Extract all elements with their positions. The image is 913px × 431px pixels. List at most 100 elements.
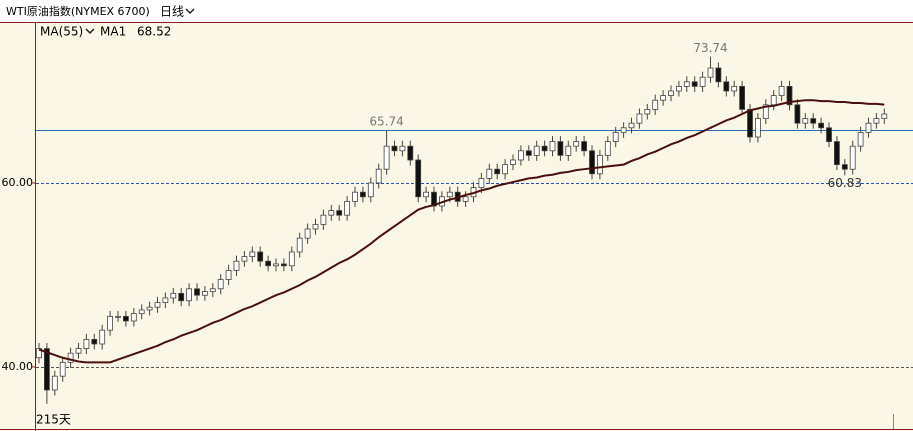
candle-body (723, 81, 730, 92)
candle-body (273, 263, 279, 267)
candle-body (786, 85, 793, 106)
candle-body (225, 269, 232, 280)
candle-body (194, 288, 200, 296)
candle-body (794, 104, 801, 124)
candle-body (162, 297, 169, 303)
candle-body (91, 338, 98, 345)
candle-body (241, 256, 248, 262)
candle-body (502, 164, 509, 175)
candle-body (399, 145, 406, 152)
period-label: 215天 (36, 413, 71, 427)
candle-body (573, 141, 580, 147)
candle-body (707, 67, 714, 78)
candle-body (660, 95, 666, 101)
extreme-label: 65.74 (369, 115, 403, 129)
candle-body (217, 279, 224, 290)
candle-body (668, 90, 674, 96)
candle-body (604, 141, 611, 156)
extreme-label: 73.74 (693, 41, 727, 55)
y-tick-label: 60.00 (2, 176, 34, 189)
candle-body (123, 315, 129, 322)
candle-body (620, 127, 627, 133)
candle-body (352, 191, 358, 202)
candle-body (510, 159, 516, 165)
period-selector[interactable]: 日线 (160, 5, 184, 19)
candle-body (36, 348, 42, 359)
candle-body (344, 200, 351, 216)
chart-title[interactable]: WTI原油指数(NYMEX 6700) (6, 4, 150, 18)
candle-body (423, 191, 430, 198)
candle-body (146, 306, 153, 311)
candle-body (209, 288, 216, 292)
candle-body (802, 118, 809, 124)
ma-value: 68.52 (137, 25, 171, 39)
candle-body (747, 108, 753, 138)
candle-body (565, 145, 572, 156)
candle-body (288, 251, 295, 267)
candle-body (557, 141, 564, 156)
candle-body (770, 95, 777, 106)
candle-body (115, 315, 121, 318)
candle-body (715, 67, 722, 83)
header-bar (0, 0, 913, 22)
candle-body (478, 177, 485, 188)
candle-body (581, 141, 587, 152)
candle-body (138, 309, 145, 315)
candle-body (312, 223, 319, 230)
candle-body (589, 150, 595, 175)
indicator-name[interactable]: MA(55) (40, 25, 83, 39)
candle-body (328, 210, 335, 216)
candle-body (415, 159, 422, 198)
candle-body (778, 85, 785, 96)
candle-body (201, 291, 208, 296)
candle-body (841, 164, 848, 170)
candle-body (849, 145, 856, 170)
candle-body (494, 168, 501, 175)
candle-body (865, 122, 872, 133)
candle-body (518, 150, 524, 161)
candle-body (762, 104, 769, 119)
candle-body (257, 251, 264, 262)
candle-body (75, 348, 82, 354)
candle-body (67, 352, 74, 363)
indicator-chevron[interactable] (85, 28, 95, 35)
candle-body (233, 260, 240, 271)
candle-body (486, 168, 493, 179)
candle-body (170, 292, 177, 299)
candle-body (99, 329, 106, 345)
candle-body (881, 113, 888, 119)
candle-body (130, 313, 137, 322)
candle-body (652, 99, 659, 110)
candle-body (683, 81, 690, 87)
extreme-label: 60.83 (828, 176, 862, 190)
candle-body (826, 127, 832, 142)
candle-body (628, 122, 635, 129)
candle-body (636, 113, 643, 124)
candle-body (691, 81, 698, 87)
candle-body (612, 131, 619, 142)
candle-body (59, 361, 66, 377)
candle-body (44, 348, 50, 391)
candle-body (320, 214, 327, 225)
candle-body (249, 251, 256, 257)
candle-body (446, 191, 453, 198)
candle-body (533, 145, 540, 156)
candle-body (857, 131, 864, 147)
ma-line (38, 99, 885, 364)
candle-body (107, 315, 113, 331)
candle-body (51, 375, 58, 391)
candle-body (336, 210, 343, 216)
candle-body (597, 154, 603, 175)
candle-body (83, 338, 90, 349)
candle-body (383, 145, 390, 170)
candle-body (154, 302, 161, 308)
candle-body (755, 118, 761, 138)
candle-body (186, 288, 193, 302)
candle-body (280, 263, 287, 267)
period-chevron[interactable] (185, 8, 195, 15)
candle-body (873, 118, 880, 124)
candle-body (178, 292, 185, 302)
y-tick-label: 40.00 (2, 360, 34, 373)
